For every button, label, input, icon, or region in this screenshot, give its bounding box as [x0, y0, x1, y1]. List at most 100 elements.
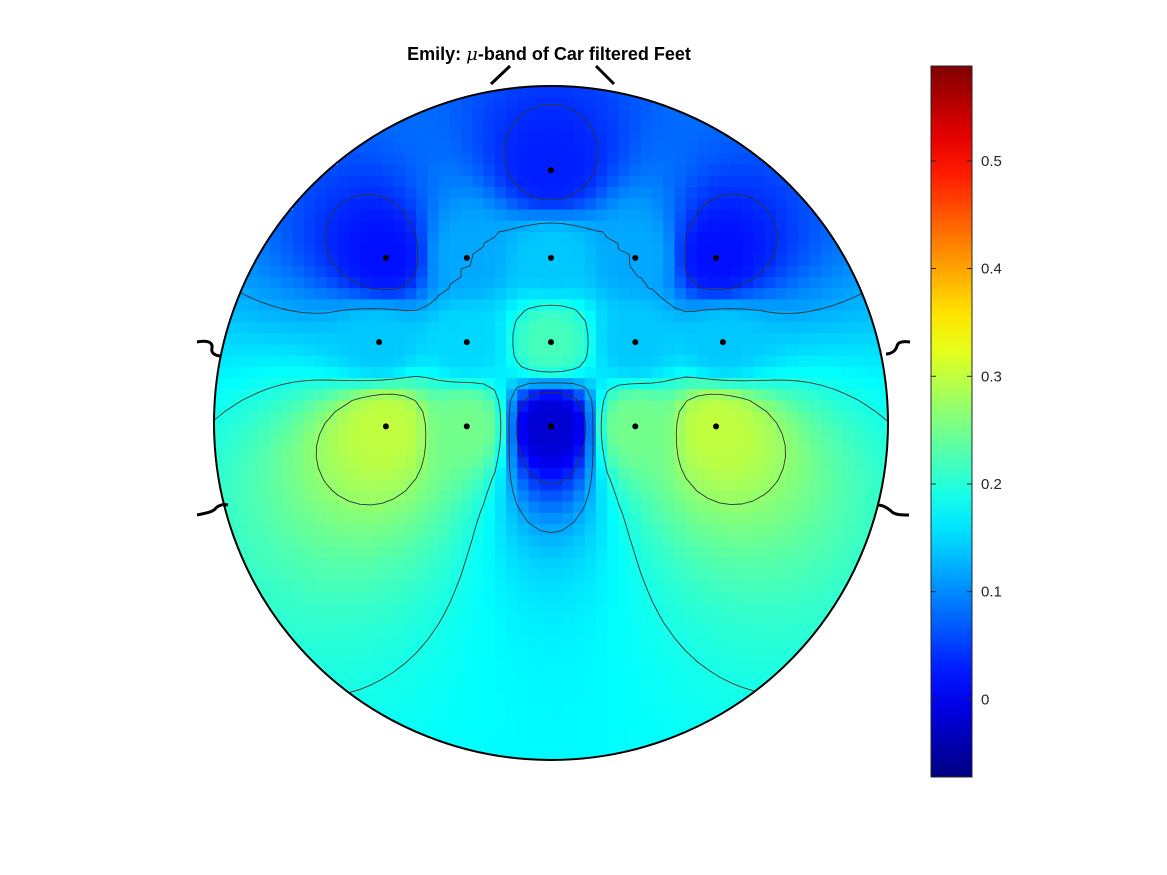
heatmap-cell — [404, 265, 417, 278]
heatmap-cell — [270, 400, 282, 413]
heatmap-cell — [337, 546, 350, 559]
heatmap-cell — [494, 333, 507, 345]
heatmap-cell — [730, 378, 743, 390]
heatmap-cell — [236, 535, 249, 548]
heatmap-cell — [360, 490, 372, 503]
heatmap-cell — [483, 187, 496, 199]
heatmap-cell — [573, 130, 586, 143]
heatmap-cell — [843, 479, 855, 491]
heatmap-cell — [449, 344, 462, 357]
head-outline — [213, 85, 889, 761]
heatmap-cell — [640, 209, 653, 222]
heatmap-cell — [663, 299, 676, 312]
heatmap-cell — [258, 456, 271, 469]
heatmap-cell — [595, 220, 608, 233]
heatmap-cell — [562, 119, 575, 132]
heatmap-cell — [348, 355, 361, 368]
heatmap-cell — [315, 344, 327, 357]
heatmap-cell — [562, 411, 575, 424]
heatmap-cell — [517, 591, 530, 604]
heatmap-cell — [315, 243, 327, 256]
heatmap-cell — [292, 557, 305, 570]
heatmap-cell — [831, 411, 844, 424]
heatmap-cell — [786, 288, 799, 301]
heatmap-cell — [640, 703, 653, 716]
heatmap-cell — [393, 670, 406, 682]
heatmap-cell — [741, 467, 754, 480]
heatmap-cell — [562, 715, 575, 727]
heatmap-cell — [674, 187, 687, 199]
heatmap-cell — [551, 187, 563, 199]
heatmap-cell — [315, 490, 327, 503]
heatmap-cell — [595, 153, 608, 166]
heatmap-cell — [483, 434, 496, 447]
heatmap-cell — [719, 692, 732, 705]
heatmap-cell — [371, 265, 384, 278]
heatmap-cell — [270, 535, 282, 548]
heatmap-cell — [483, 524, 496, 536]
heatmap-cell — [618, 288, 631, 301]
heatmap-cell — [404, 366, 417, 379]
heatmap-cell — [393, 299, 406, 312]
heatmap-cell — [618, 557, 631, 570]
heatmap-cell — [427, 232, 440, 244]
heatmap-cell — [472, 501, 485, 514]
heatmap-cell — [685, 142, 698, 154]
heatmap-cell — [315, 613, 327, 626]
heatmap-cell — [371, 232, 384, 244]
heatmap-cell — [640, 254, 653, 267]
heatmap-cell — [427, 692, 440, 705]
heatmap-cell — [528, 636, 541, 649]
heatmap-cell — [326, 389, 339, 402]
heatmap-cell — [483, 130, 496, 143]
heatmap-cell — [652, 411, 664, 424]
heatmap-cell — [629, 467, 642, 480]
heatmap-cell — [528, 625, 541, 638]
heatmap-cell — [539, 355, 552, 368]
heatmap-cell — [854, 310, 867, 323]
heatmap-cell — [438, 434, 451, 447]
heatmap-cell — [775, 378, 788, 390]
heatmap-cell — [640, 310, 653, 323]
heatmap-cell — [663, 479, 676, 491]
heatmap-cell — [573, 456, 586, 469]
heatmap-cell — [506, 423, 518, 435]
heatmap-cell — [214, 445, 226, 458]
heatmap-cell — [404, 276, 417, 289]
heatmap-cell — [337, 434, 350, 447]
heatmap-cell — [303, 456, 316, 469]
heatmap-cell — [427, 445, 440, 458]
heatmap-cell — [618, 625, 631, 638]
heatmap-cell — [629, 434, 642, 447]
heatmap-cell — [517, 434, 530, 447]
heatmap-cell — [753, 636, 766, 649]
heatmap-cell — [449, 310, 462, 323]
heatmap-cell — [595, 501, 608, 514]
heatmap-cell — [697, 501, 709, 514]
heatmap-cell — [719, 434, 732, 447]
heatmap-cell — [607, 366, 619, 379]
heatmap-cell — [326, 524, 339, 536]
heatmap-cell — [506, 647, 518, 660]
heatmap-cell — [551, 389, 563, 402]
heatmap-cell — [719, 591, 732, 604]
heatmap-cell — [820, 333, 833, 345]
heatmap-cell — [449, 254, 462, 267]
heatmap-cell — [775, 580, 788, 593]
heatmap-cell — [337, 591, 350, 604]
heatmap-cell — [382, 265, 395, 278]
heatmap-cell — [404, 602, 417, 615]
heatmap-cell — [551, 198, 563, 211]
heatmap-cell — [517, 715, 530, 727]
heatmap-cell — [416, 479, 429, 491]
heatmap-cell — [573, 333, 586, 345]
heatmap-cell — [719, 321, 732, 334]
heatmap-cell — [595, 108, 608, 121]
heatmap-cell — [730, 512, 743, 525]
heatmap-cell — [393, 467, 406, 480]
heatmap-cell — [562, 344, 575, 357]
heatmap-cell — [573, 445, 586, 458]
heatmap-cell — [663, 333, 676, 345]
heatmap-cell — [539, 164, 552, 177]
heatmap-cell — [281, 467, 294, 480]
